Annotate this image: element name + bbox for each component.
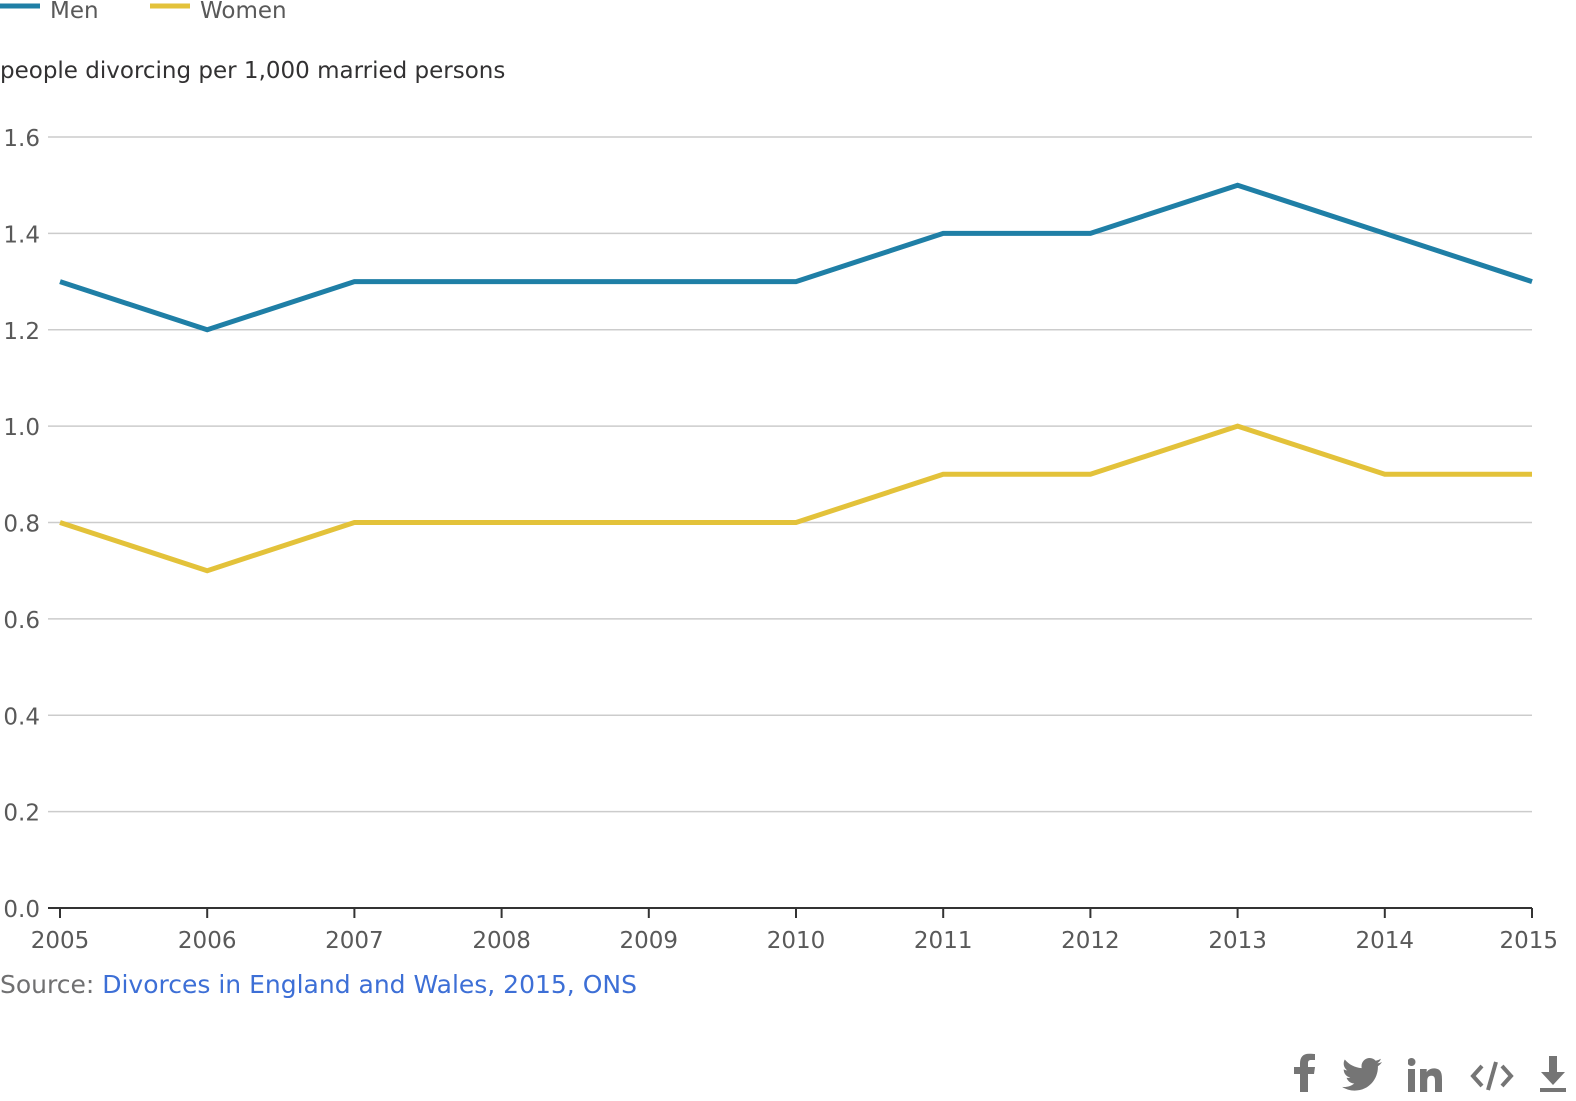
series-line-women bbox=[59, 423, 1532, 574]
legend: Men Women bbox=[0, 0, 287, 24]
embed-icon[interactable] bbox=[1470, 1050, 1514, 1092]
x-tick-label: 2009 bbox=[620, 928, 679, 954]
twitter-icon[interactable] bbox=[1342, 1050, 1382, 1092]
line-chart: Men Women people divorcing per 1,000 marr… bbox=[0, 0, 1558, 954]
legend-label: Women bbox=[200, 0, 287, 24]
series-lines bbox=[59, 182, 1533, 574]
source-note: Source: Divorces in England and Wales, 2… bbox=[0, 970, 637, 999]
legend-label: Men bbox=[50, 0, 99, 24]
x-axis: 2005 2006 2007 2008 2009 2010 2011 2012 2013 2014… bbox=[31, 907, 1558, 954]
y-tick-label: 1.2 bbox=[3, 319, 40, 345]
series-line-men bbox=[59, 182, 1533, 333]
facebook-icon[interactable] bbox=[1294, 1050, 1316, 1092]
x-tick-label: 2014 bbox=[1356, 928, 1415, 954]
y-tick-label: 1.4 bbox=[3, 222, 40, 248]
y-tick-label: 0.0 bbox=[3, 897, 40, 923]
x-tick-label: 2010 bbox=[767, 928, 826, 954]
y-tick-label: 0.6 bbox=[3, 608, 40, 634]
x-tick-label: 2006 bbox=[178, 928, 237, 954]
y-axis: 0.0 0.2 0.4 0.6 0.8 1.0 1.2 1.4 1.6 bbox=[3, 126, 40, 923]
y-tick-label: 1.6 bbox=[3, 126, 40, 152]
source-link[interactable]: Divorces in England and Wales, 2015, ONS bbox=[102, 970, 637, 999]
x-tick-label: 2013 bbox=[1208, 928, 1267, 954]
y-tick-label: 1.0 bbox=[3, 415, 40, 441]
y-tick-label: 0.8 bbox=[3, 512, 40, 538]
x-tick-label: 2008 bbox=[472, 928, 531, 954]
y-tick-label: 0.4 bbox=[3, 704, 40, 730]
x-tick-label: 2011 bbox=[914, 928, 973, 954]
linkedin-icon[interactable] bbox=[1408, 1050, 1444, 1092]
share-toolbar bbox=[1294, 1050, 1566, 1092]
source-prefix: Source: bbox=[0, 970, 103, 999]
x-tick-label: 2007 bbox=[325, 928, 384, 954]
gridlines bbox=[48, 136, 1532, 813]
y-axis-label: people divorcing per 1,000 married perso… bbox=[0, 58, 505, 84]
x-tick-label: 2005 bbox=[31, 928, 90, 954]
x-tick-label: 2012 bbox=[1061, 928, 1120, 954]
x-tick-label: 2015 bbox=[1499, 928, 1558, 954]
download-icon[interactable] bbox=[1540, 1050, 1566, 1092]
y-tick-label: 0.2 bbox=[3, 801, 40, 827]
